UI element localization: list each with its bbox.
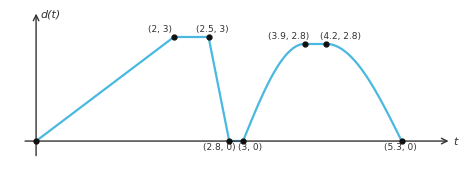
Text: (4.2, 2.8): (4.2, 2.8) — [320, 32, 361, 41]
Text: t: t — [454, 137, 458, 147]
Text: (2.8, 0): (2.8, 0) — [203, 143, 236, 152]
Text: (2, 3): (2, 3) — [148, 25, 172, 34]
Text: (3, 0): (3, 0) — [237, 143, 261, 152]
Text: d(t): d(t) — [40, 10, 60, 20]
Text: (2.5, 3): (2.5, 3) — [196, 25, 229, 34]
Text: (5.3, 0): (5.3, 0) — [384, 143, 416, 152]
Text: (3.9, 2.8): (3.9, 2.8) — [268, 32, 309, 41]
